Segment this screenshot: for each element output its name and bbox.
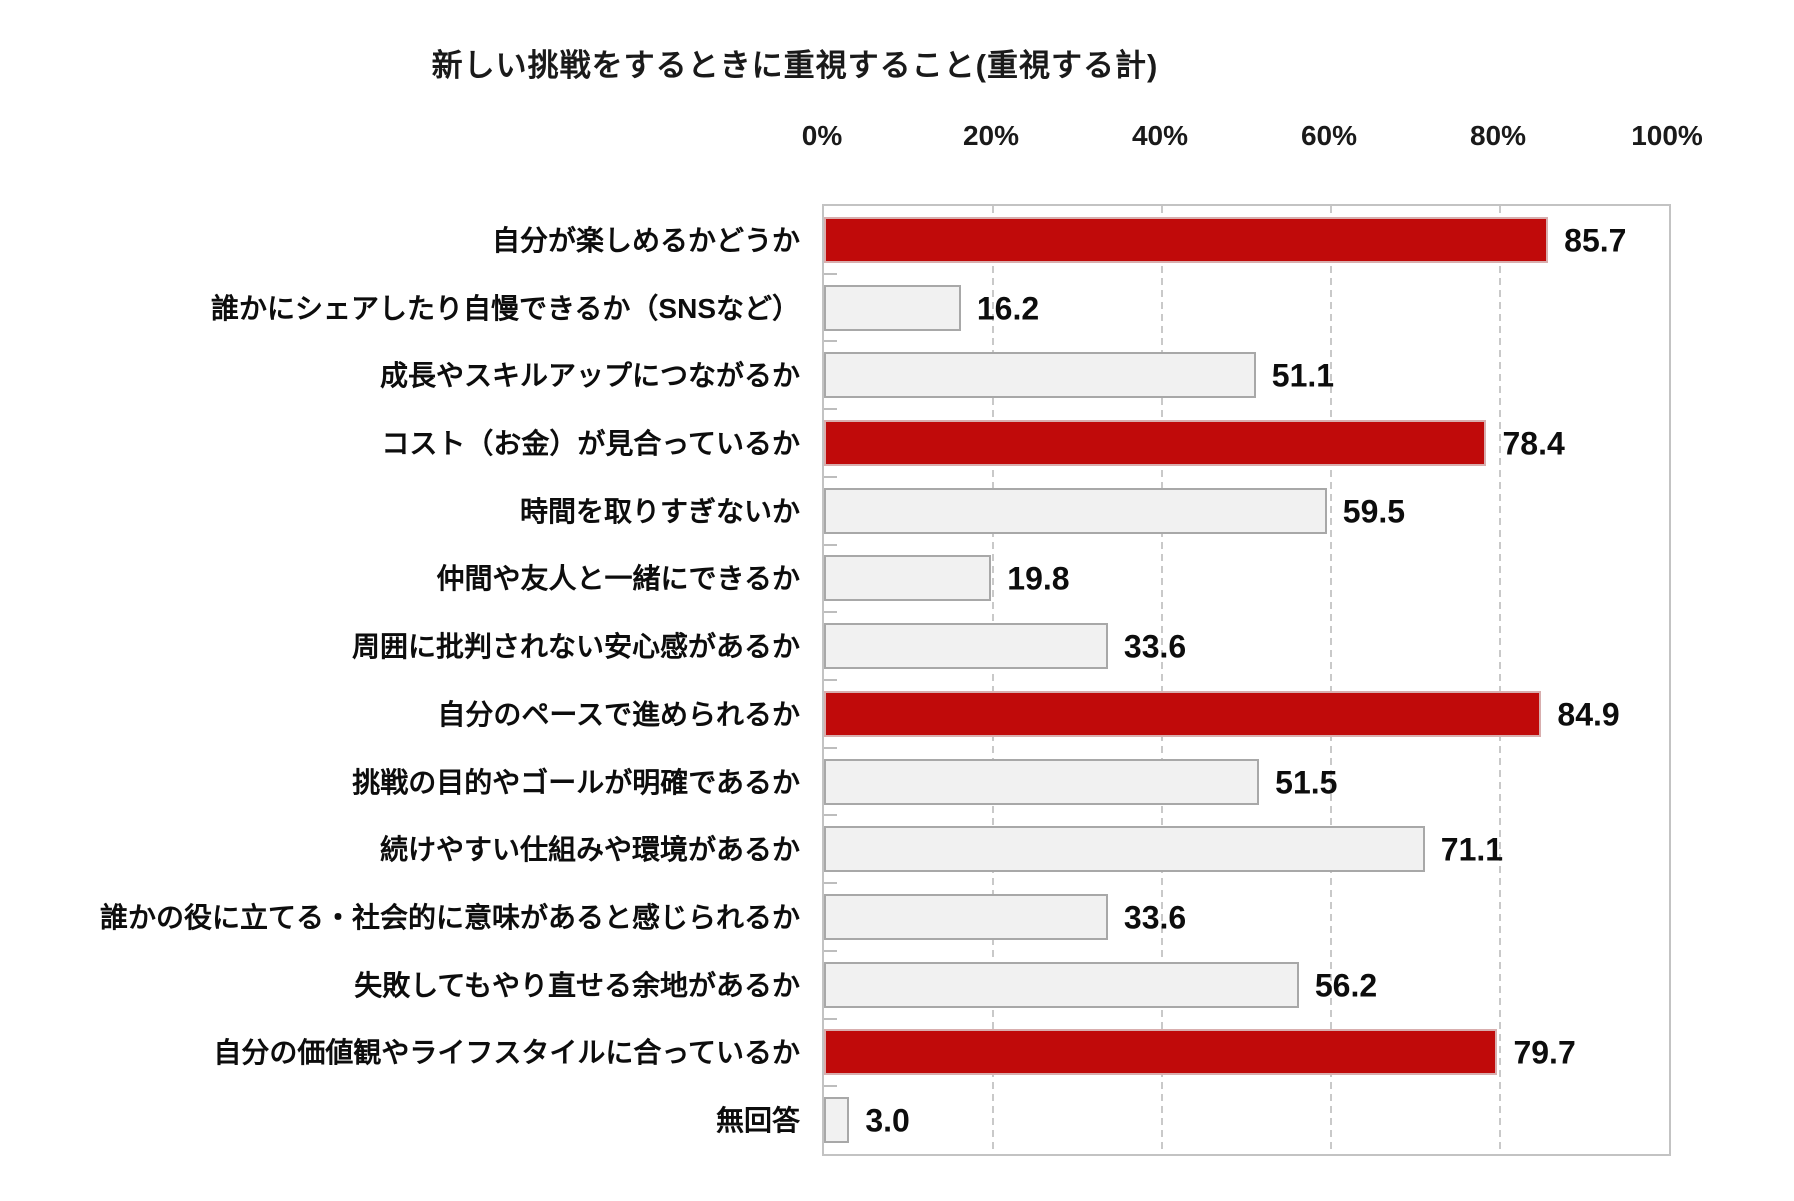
- gridline: [1499, 206, 1501, 1154]
- axis-tick: [824, 475, 837, 478]
- gridline: [992, 206, 994, 1154]
- category-label: 誰かにシェアしたり自慢できるか（SNSなど）: [210, 292, 800, 324]
- bar-value-label: 79.7: [1513, 1034, 1576, 1071]
- axis-tick: [824, 408, 837, 411]
- bar-value-label: 78.4: [1502, 425, 1565, 462]
- category-label: コスト（お金）が見合っているか: [381, 428, 800, 459]
- axis-tick: [824, 1085, 837, 1088]
- plot-area: 85.7 16.2 51.1 78.4 59.5 19.8 33.6 84.9 51.5 71.1…: [822, 204, 1671, 1156]
- x-axis-label: 60%: [1300, 120, 1358, 151]
- category-label: 自分が楽しめるかどうか: [491, 224, 800, 256]
- category-label: 時間を取りすぎないか: [519, 495, 800, 527]
- axis-tick: [824, 679, 837, 681]
- gridline: [1161, 206, 1163, 1154]
- bar-value-label: 33.6: [1123, 899, 1187, 936]
- x-axis-label: 20%: [962, 120, 1020, 151]
- x-axis-label: 40%: [1131, 120, 1189, 151]
- bar-highlighted: [824, 216, 1549, 263]
- axis-tick: [824, 543, 837, 546]
- bar-value-label: 51.5: [1275, 764, 1338, 801]
- x-axis-label: 80%: [1469, 120, 1527, 151]
- chart-title: 新しい挑戦をするときに重視すること(重視する計): [431, 48, 1159, 83]
- axis-tick: [824, 882, 837, 885]
- bar-value-label: 51.1: [1271, 357, 1335, 394]
- bar: [824, 352, 1256, 399]
- bar: [824, 758, 1260, 805]
- category-label: 仲間や友人と一緒にできるか: [436, 563, 800, 595]
- x-axis-label: 0%: [801, 120, 843, 151]
- axis-tick: [824, 611, 837, 614]
- bar-value-label: 56.2: [1314, 967, 1378, 1004]
- bar-highlighted: [824, 690, 1542, 737]
- bar: [824, 284, 961, 331]
- bar: [824, 1097, 850, 1144]
- axis-tick: [824, 272, 837, 275]
- gridline: [1330, 206, 1332, 1154]
- bar-value-label: 59.5: [1342, 493, 1406, 530]
- bar-value-label: 85.7: [1564, 222, 1627, 259]
- bar: [824, 894, 1108, 940]
- bar-value-label: 3.0: [865, 1102, 910, 1139]
- bar-value-label: 33.6: [1123, 628, 1187, 665]
- category-label: 失敗してもやり直せる余地があるか: [354, 969, 800, 1001]
- category-label: 続けやすい仕組みや環境があるか: [379, 834, 800, 866]
- bar-value-label: 71.1: [1440, 831, 1504, 868]
- bar: [824, 487, 1327, 534]
- axis-tick: [824, 814, 837, 817]
- x-axis-label: 100%: [1631, 120, 1703, 151]
- category-label: 自分の価値観やライフスタイルに合っているか: [213, 1037, 800, 1069]
- category-label: 誰かの役に立てる・社会的に意味があると感じられるか: [99, 902, 800, 933]
- bar-highlighted: [824, 420, 1487, 466]
- category-label: 自分のペースで進められるか: [437, 698, 800, 730]
- bar-value-label: 16.2: [976, 290, 1040, 327]
- bar-highlighted: [824, 1029, 1498, 1076]
- category-label: 挑戦の目的やゴールが明確であるか: [352, 766, 800, 798]
- bar-value-label: 19.8: [1007, 560, 1070, 597]
- bar: [824, 555, 992, 602]
- axis-tick: [824, 746, 837, 749]
- bar: [824, 623, 1108, 670]
- axis-tick: [824, 949, 837, 952]
- axis-tick: [824, 1017, 837, 1020]
- category-label: 成長やスキルアップにつながるか: [379, 360, 800, 392]
- category-label: 周囲に批判されない安心感があるか: [351, 631, 800, 663]
- category-label: 無回答: [715, 1105, 800, 1137]
- bar-value-label: 84.9: [1557, 696, 1620, 733]
- bar: [824, 961, 1299, 1008]
- bar: [824, 826, 1425, 873]
- axis-tick: [824, 340, 837, 343]
